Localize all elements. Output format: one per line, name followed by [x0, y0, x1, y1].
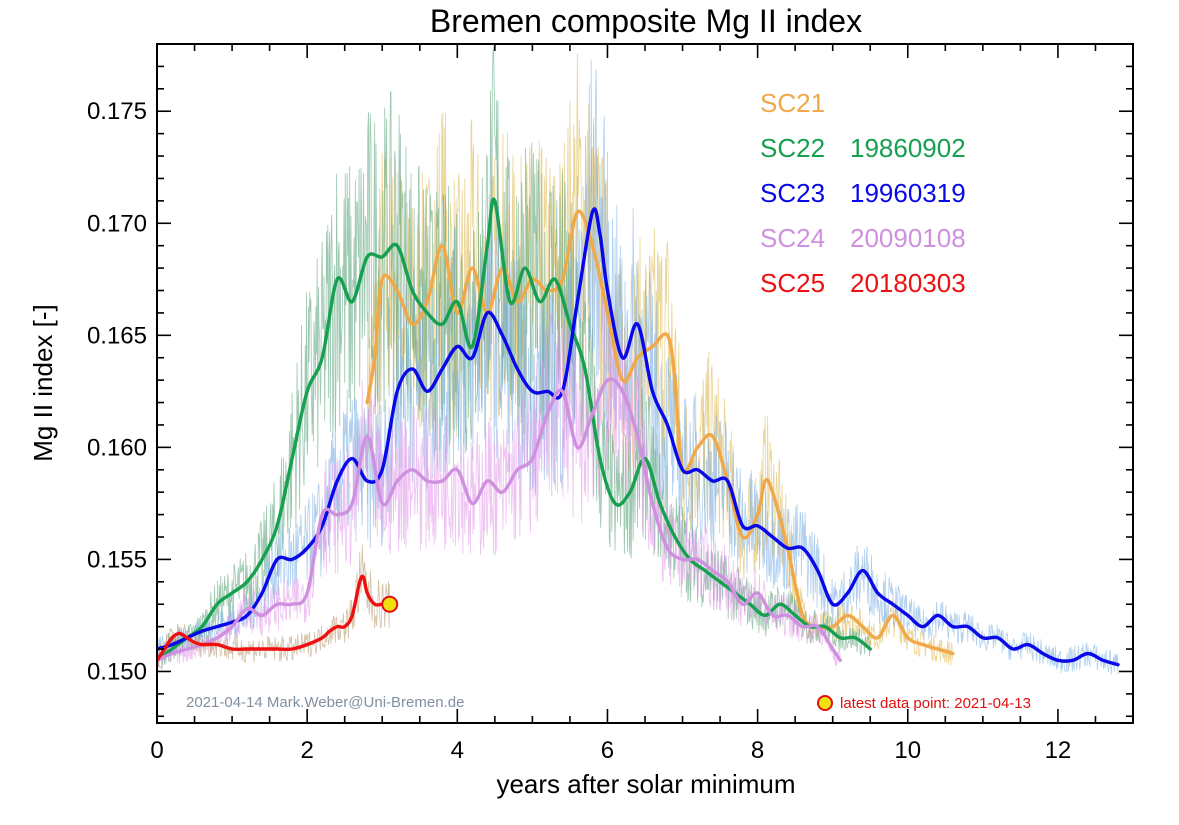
x-tick-label: 8: [751, 737, 764, 764]
legend: SC21 SC22 19860902 SC23 19960319 SC24 20090108…: [760, 88, 966, 298]
x-axis-label: years after solar minimum: [496, 769, 795, 799]
series-line-sc21: [365, 209, 955, 656]
raw-series-sc23: [157, 60, 1119, 675]
y-tick-label: 0.155: [87, 546, 147, 573]
y-tick-label: 0.150: [87, 658, 147, 685]
y-tick-label: 0.175: [87, 98, 147, 125]
x-tick-label: 0: [150, 737, 163, 764]
x-tick-label: 12: [1045, 737, 1072, 764]
legend-name-sc25: SC25: [760, 268, 825, 298]
x-tick-label: 10: [894, 737, 921, 764]
plot-frame: [156, 43, 1134, 724]
series-line-sc24: [157, 377, 842, 662]
x-tick-label: 4: [451, 737, 464, 764]
legend-date-sc23: 19960319: [850, 178, 966, 208]
legend-name-sc21: SC21: [760, 88, 825, 118]
smoothed-series-layer: [157, 197, 1120, 667]
latest-point-legend-marker: [817, 695, 833, 711]
footer-note: 2021-04-14 Mark.Weber@Uni-Bremen.de: [186, 694, 464, 711]
legend-name-sc22: SC22: [760, 133, 825, 163]
latest-point-label: latest data point: 2021-04-13: [840, 695, 1031, 712]
legend-name-sc24: SC24: [760, 223, 825, 253]
x-tick-label: 2: [300, 737, 313, 764]
y-tick-label: 0.160: [87, 434, 147, 461]
latest-point-layer: [381, 595, 399, 613]
legend-name-sc23: SC23: [760, 178, 825, 208]
y-tick-label: 0.165: [87, 322, 147, 349]
raw-series-sc24: [157, 274, 841, 671]
series-line-sc23: [157, 207, 1120, 667]
y-tick-label: 0.170: [87, 210, 147, 237]
axis-ticks: 0 2 4 6 8 10 12 0.150 0.155 0.160 0.165 0.170 0.175: [87, 44, 1134, 764]
legend-date-sc22: 19860902: [850, 133, 966, 163]
legend-date-sc25: 20180303: [850, 268, 966, 298]
latest-point-marker: [381, 595, 399, 613]
x-tick-label: 6: [601, 737, 614, 764]
chart-title: Bremen composite Mg II index: [430, 3, 862, 39]
y-axis-label: Mg II index [-]: [28, 304, 58, 462]
series-line-sc25: [157, 574, 392, 662]
legend-date-sc24: 20090108: [850, 223, 966, 253]
